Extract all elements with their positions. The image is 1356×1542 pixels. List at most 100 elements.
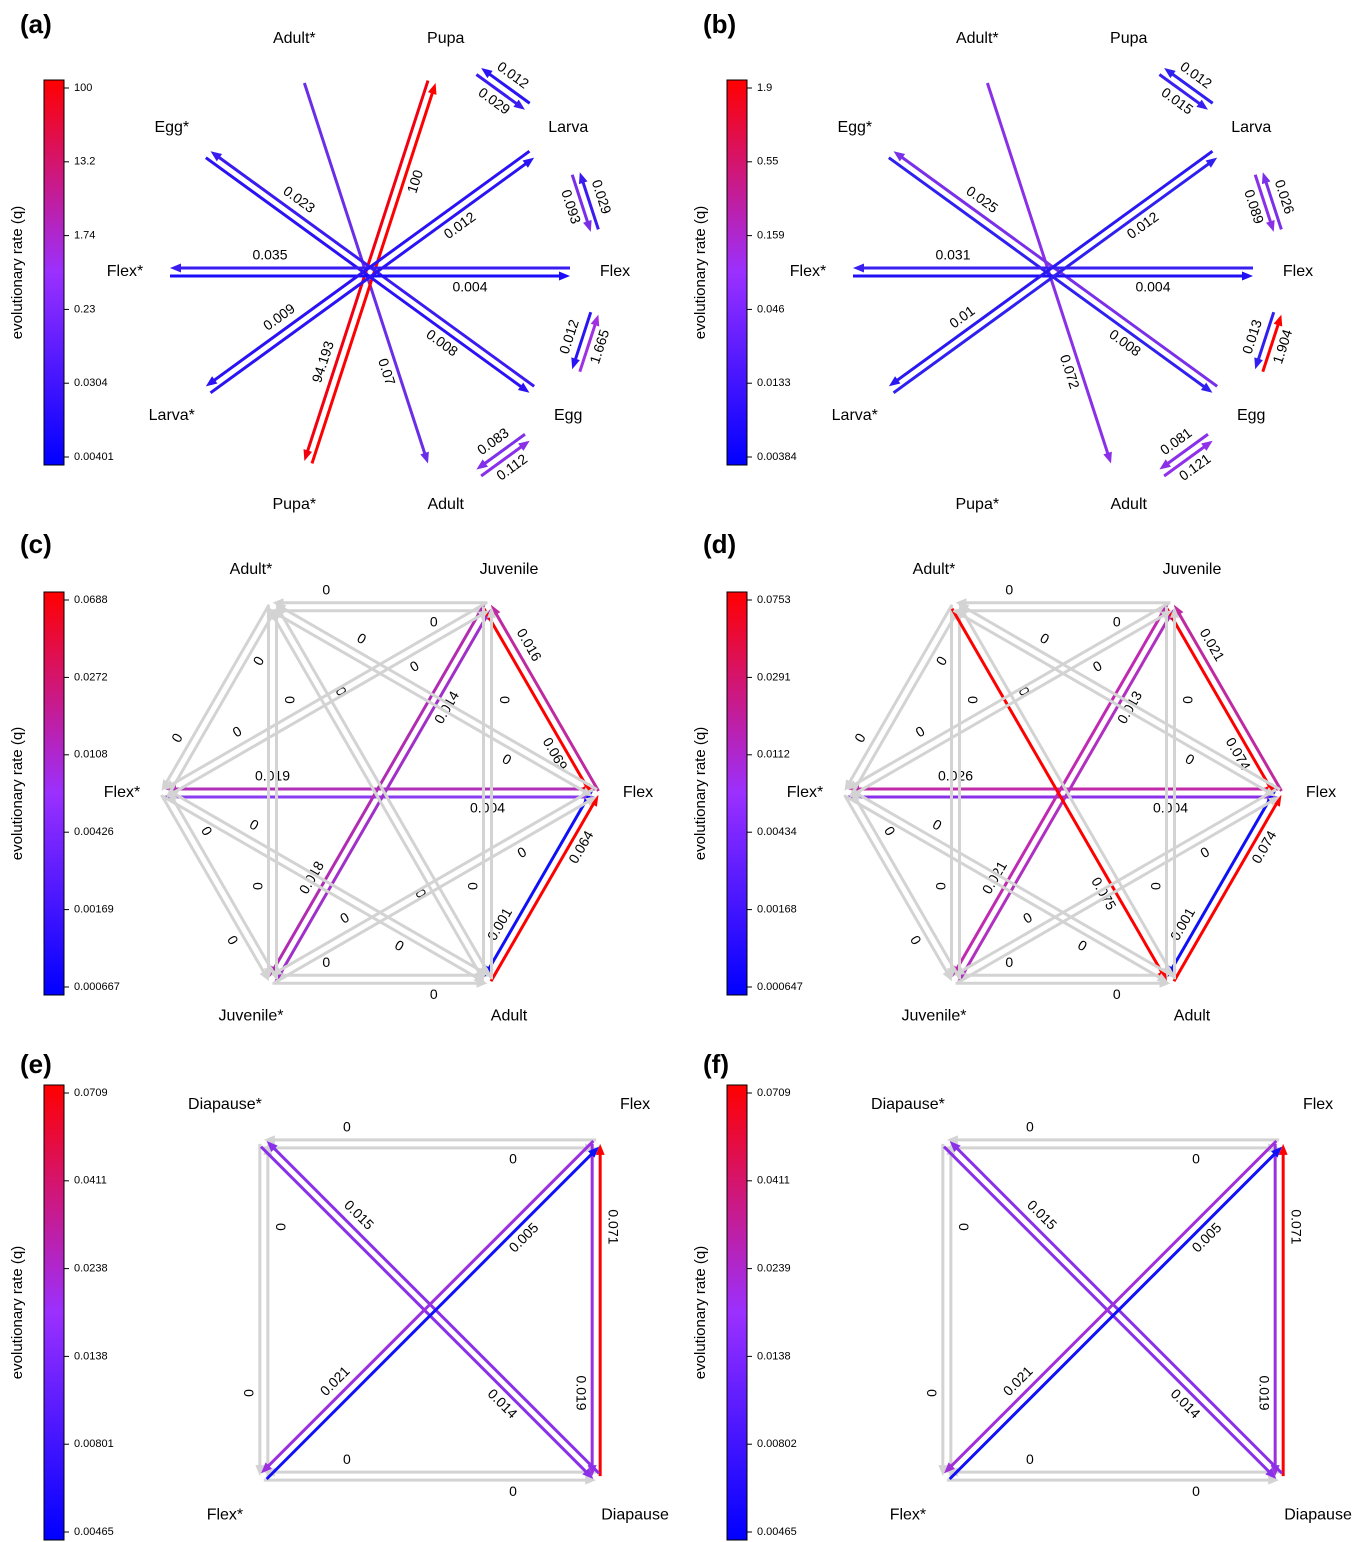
rate-label: 0: [1113, 986, 1121, 1002]
node-label: Juvenile*: [219, 1008, 284, 1025]
colorbar-tick-label: 0.0239: [757, 1263, 791, 1275]
arrowhead: [161, 779, 171, 791]
transition-line: [167, 613, 275, 796]
rate-label: 0: [851, 730, 869, 745]
node-label: Flex*: [787, 784, 823, 801]
rate-label: 0: [354, 629, 369, 647]
transition-line: [850, 602, 1170, 788]
rate-label: 0: [514, 843, 529, 861]
colorbar-tick-label: 0.00465: [74, 1526, 114, 1538]
transition-line: [1165, 608, 1273, 791]
node-label: Larva: [548, 119, 588, 136]
node-label: Flex*: [104, 784, 140, 801]
arrowhead: [582, 1468, 594, 1479]
transition: 0: [167, 789, 491, 978]
rate-label: 0: [241, 1389, 257, 1397]
transition-line: [953, 604, 1169, 973]
node-label: Flex: [623, 784, 653, 801]
arrowhead: [578, 172, 588, 185]
transition: 0.089: [1241, 174, 1275, 232]
rate-label: 0.021: [1000, 1363, 1036, 1399]
transition-line: [854, 791, 1174, 978]
colorbar-tick-label: 0.00801: [74, 1438, 114, 1450]
rate-label: 0: [282, 696, 298, 704]
rate-label: 0: [932, 653, 950, 668]
axis-title: evolutionary rate (q): [692, 727, 709, 860]
colorbar-tick-label: 0.0709: [74, 1087, 108, 1099]
transition-line: [274, 788, 594, 975]
transition: 0.093: [558, 174, 592, 232]
transition-line: [572, 311, 593, 364]
colorbar-tick-label: 0.00434: [757, 826, 797, 838]
transition-line: [849, 611, 1169, 798]
transition: 0.019: [573, 1143, 597, 1477]
colorbar-tick-label: 100: [74, 82, 92, 94]
arrowhead: [517, 382, 530, 393]
arrowhead: [953, 966, 966, 976]
transition-line: [489, 799, 597, 982]
transition: 0: [263, 1475, 597, 1499]
panel: (e) 0.00465 0.00801 0.0138 0.0238 0.0411 0.070…: [9, 1049, 669, 1541]
arrowhead: [522, 157, 535, 168]
arrowhead: [205, 376, 218, 387]
transition: 0.019: [165, 768, 595, 794]
node-label: Diapause*: [188, 1096, 262, 1113]
rate-label: 0: [930, 816, 945, 834]
arrowhead: [944, 1462, 955, 1474]
colorbar-tick-label: 0.159: [757, 230, 785, 242]
transition-line: [887, 156, 1209, 391]
arrowhead: [1164, 68, 1176, 79]
colorbar-tick-label: 1.74: [74, 230, 95, 242]
colorbar-tick-label: 0.0108: [74, 749, 108, 761]
panel-label: (a): [20, 9, 52, 39]
node-label: Flex: [1303, 1096, 1333, 1113]
transition: 0: [955, 606, 981, 980]
transition-line: [570, 174, 591, 227]
rate-label: 0: [230, 722, 245, 740]
rate-label: 1.665: [586, 327, 612, 365]
node-label: Diapause: [601, 1506, 669, 1523]
panel-label: (b): [703, 9, 736, 39]
transition: 1.904: [1261, 314, 1295, 373]
rate-label: 0: [337, 909, 352, 927]
transition-line: [209, 159, 531, 395]
rate-label: 0: [1005, 582, 1013, 598]
rate-label: 0: [1026, 1119, 1034, 1135]
rate-label: 0: [250, 882, 266, 890]
arrowhead: [844, 779, 854, 791]
arrowhead: [263, 1135, 275, 1145]
colorbar-tick-label: 0.0112: [757, 749, 790, 761]
transition-line: [1163, 433, 1209, 468]
transition-line: [274, 613, 490, 982]
transition: 0.021: [944, 1139, 1278, 1474]
rate-label: 0: [224, 933, 242, 948]
arrowhead: [274, 603, 287, 613]
arrowhead: [473, 973, 486, 983]
axis-title: evolutionary rate (q): [9, 1246, 26, 1379]
transition: 0.021: [261, 1139, 595, 1474]
rate-label: 0: [965, 696, 981, 704]
colorbar-tick-label: 0.00465: [757, 1526, 797, 1538]
transition-line: [278, 605, 598, 791]
transition-line: [269, 608, 589, 795]
transition: 0: [270, 788, 594, 976]
node-label: Adult: [491, 1008, 528, 1025]
rate-label: 0: [343, 1451, 351, 1467]
transition-line: [947, 1139, 1278, 1471]
transition: 0.026: [848, 768, 1278, 794]
node-label: Flex: [600, 263, 630, 280]
transition-line: [492, 609, 600, 792]
transition-line: [892, 149, 1214, 385]
rate-label: 0: [430, 986, 438, 1002]
rate-label: 0.023: [280, 182, 318, 216]
colorbar: [43, 591, 65, 996]
node-label: Diapause*: [871, 1096, 945, 1113]
transition-line: [853, 795, 961, 978]
transition: 0: [263, 1143, 289, 1477]
rate-label: 0: [1192, 1483, 1200, 1499]
arrowhead: [571, 357, 580, 370]
transition-line: [171, 791, 491, 978]
transition: 0.015: [949, 1141, 1284, 1475]
transition: 0: [946, 1143, 972, 1477]
